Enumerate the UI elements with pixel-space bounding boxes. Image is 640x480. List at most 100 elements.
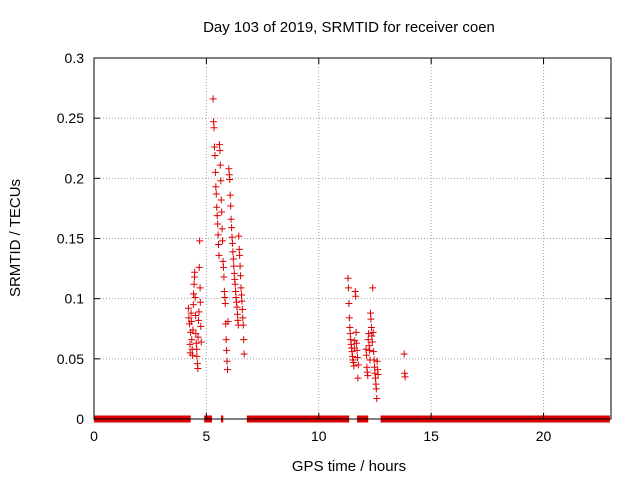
- data-point: [190, 290, 198, 298]
- data-point: [346, 324, 354, 332]
- data-point: [221, 293, 229, 301]
- data-point: [196, 237, 204, 245]
- y-tick-label: 0.25: [57, 110, 84, 126]
- data-point: [364, 372, 372, 380]
- data-point: [230, 269, 238, 277]
- data-point: [229, 248, 237, 256]
- data-point: [196, 298, 204, 306]
- data-point: [218, 225, 226, 233]
- data-point: [366, 309, 374, 317]
- data-point: [228, 239, 236, 247]
- data-point: [227, 215, 235, 223]
- data-point: [346, 330, 354, 338]
- data-point: [187, 318, 195, 326]
- x-tick-label: 10: [311, 428, 327, 444]
- data-point: [216, 161, 224, 169]
- data-point: [237, 272, 245, 280]
- data-point: [352, 328, 360, 336]
- data-point: [240, 336, 248, 344]
- data-point: [210, 124, 218, 132]
- data-point: [220, 287, 228, 295]
- data-point: [213, 212, 221, 220]
- x-axis-label: GPS time / hours: [292, 458, 406, 475]
- data-point: [194, 333, 202, 341]
- data-point: [235, 245, 243, 253]
- data-point: [213, 203, 221, 211]
- data-point: [219, 237, 227, 245]
- data-point: [367, 324, 375, 332]
- data-point: [189, 301, 197, 309]
- data-point: [216, 147, 224, 155]
- data-point: [219, 263, 227, 271]
- x-tick-label: 20: [536, 428, 552, 444]
- data-point: [189, 326, 197, 334]
- data-point: [191, 293, 199, 301]
- data-point: [344, 284, 352, 292]
- data-point: [237, 291, 245, 299]
- data-point: [185, 314, 193, 322]
- data-point: [222, 336, 230, 344]
- data-point: [193, 345, 201, 353]
- data-point: [226, 191, 234, 199]
- data-point: [220, 273, 228, 281]
- y-axis: 0 0.05 0.1 0.15 0.2 0.25 0.3: [57, 50, 611, 427]
- data-point: [188, 351, 196, 359]
- data-point: [217, 177, 225, 185]
- data-point: [372, 385, 380, 393]
- x-axis: 0 5 10 15 20: [90, 58, 552, 444]
- data-point: [211, 168, 219, 176]
- data-point: [239, 314, 247, 322]
- x-tick-label: 0: [90, 428, 98, 444]
- data-points: [184, 95, 409, 403]
- data-point: [368, 338, 376, 346]
- data-point: [214, 231, 222, 239]
- data-point: [214, 220, 222, 228]
- y-tick-label: 0: [76, 411, 84, 427]
- data-point: [212, 183, 220, 191]
- data-point: [197, 338, 205, 346]
- data-point: [366, 346, 374, 354]
- data-point: [227, 202, 235, 210]
- data-point: [367, 315, 375, 323]
- y-tick-label: 0.05: [57, 351, 84, 367]
- data-point: [215, 251, 223, 259]
- data-point: [371, 374, 379, 382]
- data-point: [192, 330, 200, 338]
- data-point: [188, 336, 196, 344]
- data-point: [224, 318, 232, 326]
- y-tick-label: 0.2: [65, 170, 85, 186]
- data-point: [186, 340, 194, 348]
- data-point: [232, 287, 240, 295]
- data-point: [195, 308, 203, 316]
- data-point: [369, 284, 377, 292]
- data-point: [215, 241, 223, 249]
- data-point: [223, 357, 231, 365]
- y-tick-label: 0.1: [65, 291, 85, 307]
- data-point: [210, 118, 218, 126]
- data-point: [364, 336, 372, 344]
- x-tick-label: 15: [423, 428, 439, 444]
- data-point: [215, 141, 223, 149]
- data-point: [350, 362, 358, 370]
- data-point: [345, 314, 353, 322]
- data-point: [191, 268, 199, 276]
- data-point: [344, 274, 352, 282]
- data-point: [190, 280, 198, 288]
- data-point: [400, 350, 408, 358]
- data-point: [195, 263, 203, 271]
- data-point: [223, 346, 231, 354]
- data-point: [211, 151, 219, 159]
- chart-title: Day 103 of 2019, SRMTID for receiver coe…: [203, 19, 495, 36]
- data-point: [354, 374, 362, 382]
- data-point: [368, 332, 376, 340]
- data-point: [362, 345, 370, 353]
- data-point: [196, 284, 204, 292]
- data-point: [225, 165, 233, 173]
- y-tick-label: 0.15: [57, 231, 84, 247]
- data-point: [230, 262, 238, 270]
- data-point: [233, 310, 241, 318]
- data-point: [240, 350, 248, 358]
- data-point: [373, 395, 381, 403]
